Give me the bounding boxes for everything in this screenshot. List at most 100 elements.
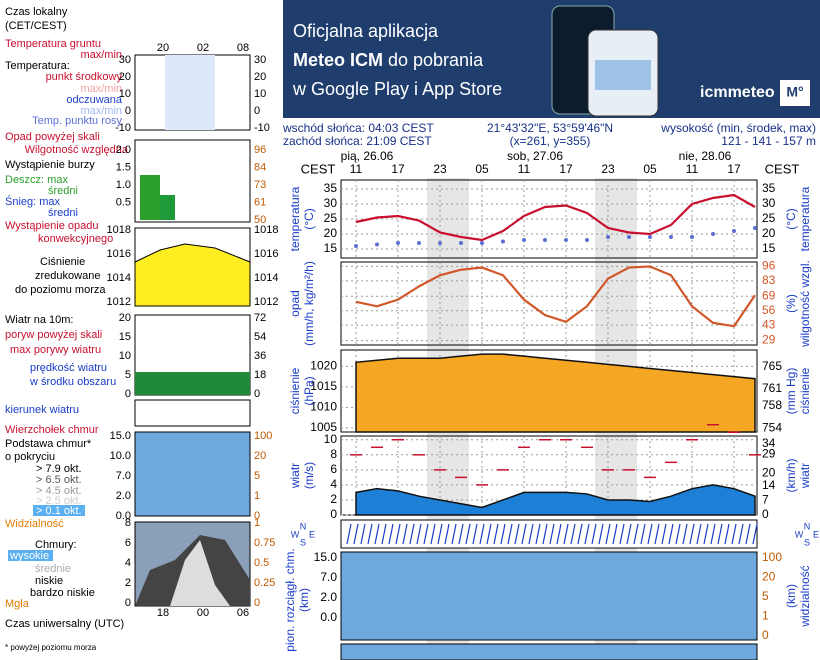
y-tick-label: 35 [324,181,338,195]
compass: N [300,521,307,531]
panel-frame [340,179,758,259]
y2-tick-label: 83 [762,273,776,287]
legend-text: max porywy wiatru [10,344,101,356]
legend-axis-label: 0.0 [116,510,131,522]
legend-text: max/min [80,105,122,117]
wind-arrow [745,523,751,545]
wind-arrow [598,523,604,545]
y2-tick-label: 758 [762,398,782,412]
wind-arrow [528,523,534,545]
dot [732,229,736,233]
y-tick-label: 4 [330,477,337,491]
day-label: sob, 27.06 [507,149,563,163]
dot [354,244,358,248]
wind-arrow [647,523,653,545]
legend-axis-label: 84 [254,161,266,173]
y2-axis-label: (km) [784,584,798,608]
legend-text: Chmury: [35,539,77,551]
legend-text: Czas lokalny [5,6,68,18]
legend-text: Czas uniwersalny (UTC) [5,618,124,630]
y-axis-label: opad [288,290,302,317]
dot [690,235,694,239]
legend-axis-label: 15.0 [110,430,131,442]
compass: S [300,537,306,547]
dot [585,238,589,242]
legend-axis-label: 20 [254,450,266,462]
legend-text: Wiatr na 10m: [5,314,73,326]
x-tick-label: 05 [475,162,489,176]
legend-text: punkt środkowy [46,71,123,83]
wind-arrow [612,523,618,545]
wind-arrow [738,523,744,545]
legend-axis-label: 1016 [254,248,278,260]
legend-axis-label: 0 [254,597,260,609]
banner-rest: do pobrania [383,50,484,70]
y-axis-label: wiatr [288,463,302,489]
wind-arrow [696,523,702,545]
legend-axis-label: 73 [254,179,266,191]
sunrise: wschód słońca: 04:03 CEST [282,121,434,135]
legend-axis-label: 1012 [107,296,131,308]
legend-axis-label: 1018 [107,224,131,236]
legend-axis-label: 30 [254,54,266,66]
y2-tick-label: 100 [762,550,782,564]
legend-text: niskie [35,575,63,587]
y2-tick-label: 7 [762,493,769,507]
legend-axis-label: 20 [119,312,131,324]
x-tick-label: 17 [391,162,405,176]
dot [753,226,757,230]
legend-axis-label: 61 [254,196,266,208]
y-axis-label: (mm/h, kg/m²/h) [302,261,316,346]
legend-axis-label: 1.0 [116,179,131,191]
wind-arrow [584,523,590,545]
elevation-title: wysokość (min, środek, max) [660,121,816,135]
wind-arrow [563,523,569,545]
banner-line: Meteo ICM do pobrania [293,50,484,70]
legend-text: Opad powyżej skali [5,131,100,143]
legend-text: Widzialność [5,518,64,530]
y-tick-label: 2 [330,492,337,506]
legend-texts: Czas lokalny (CET/CEST) Temperatura grun… [5,6,129,652]
legend-text: średni [48,185,78,197]
badge-bg [780,80,810,106]
y2-tick-label: 29 [762,333,776,347]
y2-axis-label: wilgotność wzgl. [798,260,812,348]
legend-hour: 02 [197,42,209,54]
legend-axis-label: -10 [254,122,270,134]
legend-axis-label: 0 [254,388,260,400]
wind-arrow [724,523,730,545]
y-tick-label: 2.0 [320,590,337,604]
legend-text: kierunek wiatru [5,404,79,416]
wind-arrow [465,523,471,545]
legend-axis-label: 2.0 [116,144,131,156]
wind-arrow [549,523,555,545]
legend-axis-label: 0 [125,388,131,400]
dot [375,242,379,247]
y2-axis-label: widzialność [798,565,812,627]
y-tick-label: 15 [324,241,338,255]
wind-arrow [703,523,709,545]
y-axis-label: (hPa) [302,376,316,405]
legend-text: średni [48,207,78,219]
wind-arrow [388,523,394,545]
legend-axis-label: 50 [254,214,266,226]
y2-tick-label: 15 [762,241,776,255]
banner-line: Oficjalna aplikacja [293,21,439,41]
legend-axis-label: 20 [119,71,131,83]
dot [459,241,463,245]
legend-hour: 00 [197,607,209,619]
y-axis-label: pion. rozciągł. chm. [283,548,297,651]
wind-arrow [360,523,366,545]
y2-tick-label: 1 [762,609,769,623]
phone-screen [595,60,651,90]
area-series [355,353,756,433]
legend-text: wysokie [9,550,49,562]
timezone: CEST [765,161,800,176]
legend-axis-label: 1016 [107,248,131,260]
y2-axis-label: temperatura [798,186,812,251]
legend-text: w środku obszaru [29,376,116,388]
wind-arrow [374,523,380,545]
legend-axis-label: 2 [125,577,131,589]
y2-tick-label: 69 [762,288,776,302]
